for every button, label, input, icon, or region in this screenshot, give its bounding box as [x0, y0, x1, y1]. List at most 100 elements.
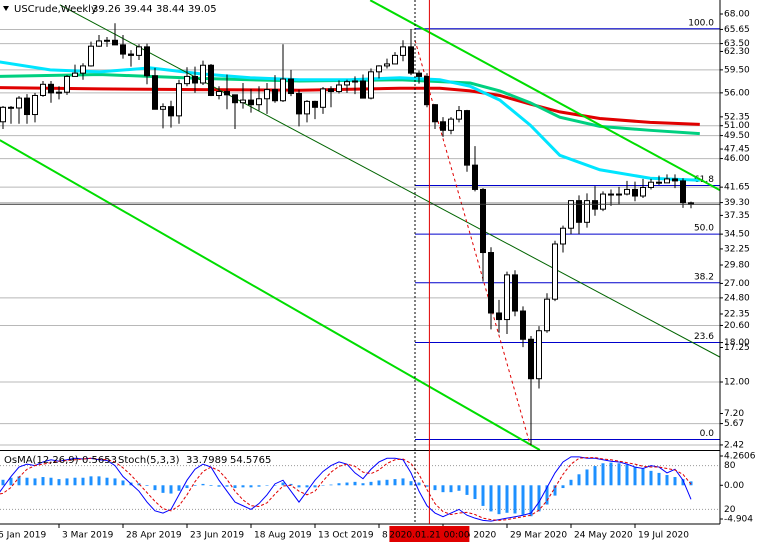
- osma-bar: [49, 477, 53, 486]
- stoch-main-value: 33.7989: [186, 455, 227, 466]
- candle-body: [288, 78, 294, 95]
- candle-body: [464, 110, 470, 166]
- osma-bar: [649, 470, 653, 486]
- y-tick-label: 39.30: [724, 198, 750, 208]
- osma-bar: [553, 485, 557, 496]
- y-tick-label: 63.50: [724, 39, 750, 49]
- osma-bar: [417, 482, 421, 486]
- osma-bar: [641, 468, 645, 486]
- trendline: [369, 0, 720, 191]
- osma-bar: [633, 466, 637, 486]
- osma-bar: [593, 466, 597, 486]
- candle-body: [72, 72, 78, 77]
- candle-body: [40, 83, 46, 96]
- candle-body: [152, 75, 158, 110]
- osma-bar: [89, 476, 93, 486]
- osma-bar: [657, 472, 661, 486]
- candle-body: [264, 89, 270, 100]
- candle-body: [64, 75, 70, 93]
- y-tick-label: 68.00: [724, 9, 750, 19]
- candle-body: [224, 91, 230, 96]
- candle-body: [512, 274, 518, 312]
- osma-bar: [665, 474, 669, 486]
- main-panel: 100.0 61.8 50.0 38.2 23.6 0.0: [0, 0, 720, 450]
- osma-bar: [65, 478, 69, 486]
- candle-body: [432, 104, 438, 123]
- candle-body: [136, 46, 142, 56]
- candle-body: [368, 71, 374, 99]
- candle-body: [400, 46, 406, 56]
- low-value: 38.44: [156, 4, 185, 15]
- candle-body: [312, 100, 318, 108]
- osma-bar: [273, 485, 277, 486]
- osma-bar: [33, 478, 37, 486]
- y-tick-label: 59.50: [724, 65, 750, 75]
- osma-bar: [161, 485, 165, 493]
- candle-body: [200, 64, 206, 84]
- fib-label: 0.0: [700, 429, 715, 439]
- osma-bar: [57, 479, 61, 486]
- fib-label: 100.0: [688, 18, 714, 28]
- candle-body: [128, 53, 134, 56]
- osma-bar: [601, 463, 605, 486]
- fib-label: 38.2: [694, 272, 714, 282]
- candle-body: [8, 106, 14, 109]
- osma-bar: [281, 482, 285, 486]
- osma-tick-label: 0.00: [724, 481, 744, 491]
- stoch-tick-label: 20: [724, 505, 736, 515]
- osma-bar: [121, 480, 125, 486]
- candle-body: [624, 188, 630, 195]
- y-tick-label: 49.50: [724, 131, 750, 141]
- candle-body: [496, 312, 502, 321]
- osma-bar: [441, 485, 445, 493]
- trendline: [59, 4, 720, 358]
- menu-arrow: [3, 6, 9, 11]
- y-tick-label: 27.00: [724, 279, 750, 289]
- osma-bar: [321, 485, 325, 486]
- time-marker-box: [389, 526, 470, 542]
- candle-body: [48, 83, 54, 94]
- osma-bar: [433, 485, 437, 491]
- osma-bar: [257, 485, 261, 487]
- candle-body: [376, 65, 382, 73]
- candle-body: [384, 63, 390, 67]
- x-tick-label: 28 Apr 2019: [126, 531, 182, 541]
- candle-body: [80, 65, 86, 74]
- candle-body: [32, 94, 38, 116]
- x-tick-label: 3 Mar 2019: [62, 531, 114, 541]
- moving-average: [0, 86, 700, 126]
- candle-body: [344, 81, 350, 86]
- osma-bar: [225, 485, 229, 487]
- oscillator-panel: [0, 456, 720, 522]
- x-tick-label: 2 Feb 2020: [446, 531, 497, 541]
- osma-bar: [361, 483, 365, 486]
- osma-bar: [689, 481, 693, 486]
- osma-bar: [105, 477, 109, 486]
- osma-tick-label: -4.904: [724, 515, 753, 525]
- osma-bar: [617, 463, 621, 486]
- y-tick-label: 29.80: [724, 261, 750, 271]
- osma-bar: [673, 477, 677, 486]
- osma-bar: [609, 462, 613, 486]
- candle-body: [536, 330, 542, 380]
- y-tick-label: 7.20: [724, 409, 744, 419]
- osma-bar: [25, 477, 29, 486]
- candle-body: [648, 181, 654, 188]
- osma-bar: [497, 485, 501, 515]
- osma-bar: [177, 485, 181, 491]
- candle-body: [568, 200, 574, 229]
- osma-bar: [353, 481, 357, 486]
- osma-value: 0.5653: [82, 455, 117, 466]
- fib-label: 61.8: [694, 175, 714, 185]
- candle-body: [592, 200, 598, 210]
- stoch-tick-label: 80: [724, 461, 736, 471]
- osma-bar: [137, 483, 141, 486]
- candle-body: [16, 97, 22, 109]
- y-tick-label: 22.35: [724, 309, 750, 319]
- symbol-title: USCrude,Weekly: [14, 4, 97, 15]
- stoch-signal-value: 54.5765: [230, 455, 271, 466]
- candle-body: [456, 110, 462, 120]
- candle-body: [656, 181, 662, 184]
- trendline: [0, 139, 541, 450]
- osma-bar: [377, 480, 381, 486]
